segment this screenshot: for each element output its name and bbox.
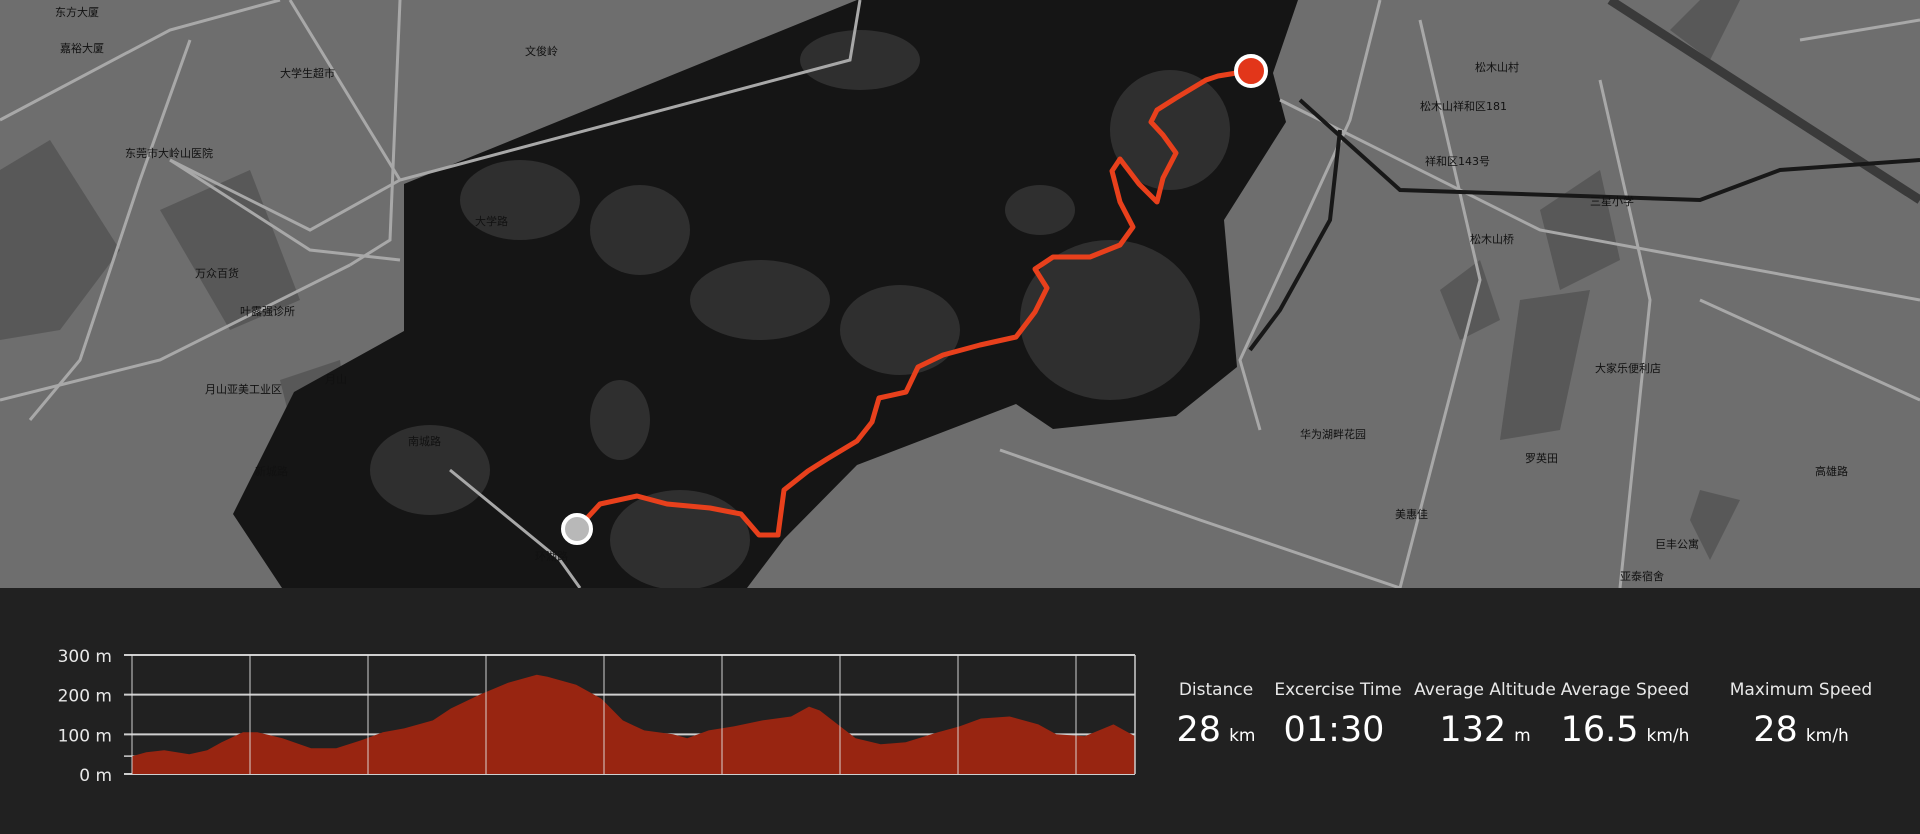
- map-label: 松木山祥和区181: [1420, 99, 1507, 113]
- stat-number: 28: [1753, 710, 1798, 750]
- stat-number: 132: [1439, 710, 1507, 750]
- map-label: 大学路: [475, 214, 508, 228]
- elevation-chart: 300 m 200 m 100 m 0 m: [58, 647, 1136, 786]
- y-tick-label: 0 m: [79, 766, 112, 786]
- stat-number: 28: [1176, 710, 1222, 750]
- summary-panel: 300 m 200 m 100 m 0 m Distance 28 km Excercise…: [0, 588, 1920, 834]
- stat-label: Excercise Time: [1274, 680, 1402, 700]
- map-label: 东方大厦: [55, 5, 99, 19]
- stat-label: Maximum Speed: [1729, 680, 1873, 700]
- y-tick-label: 100 m: [58, 726, 112, 746]
- stat-number: 16.5: [1560, 710, 1639, 750]
- map-label: 大家乐便利店: [1595, 361, 1661, 375]
- y-tick-label: 200 m: [58, 687, 112, 707]
- stat-average-speed: Average Speed 16.5 km/h: [1561, 680, 1690, 750]
- map-label: 巨丰公寓: [1655, 537, 1699, 551]
- stat-value: 132 m: [1414, 710, 1556, 750]
- stat-label: Distance: [1178, 680, 1254, 700]
- stat-unit: m: [1514, 726, 1531, 746]
- stat-distance: Distance 28 km: [1177, 680, 1256, 750]
- map-label: 松木山村: [1475, 60, 1519, 74]
- map-label: 环湖路: [535, 550, 568, 563]
- stat-label: Average Speed: [1560, 680, 1690, 700]
- map-label: 月山亚美工业区: [205, 383, 282, 396]
- stat-value: 28 km: [1177, 710, 1256, 750]
- start-marker[interactable]: [561, 513, 593, 545]
- rail-branch: [1248, 129, 1342, 352]
- map-label: 亚泰宿舍: [1620, 569, 1664, 583]
- stat-label: Average Altitude: [1414, 680, 1556, 700]
- stat-average-altitude: Average Altitude 132 m: [1414, 680, 1556, 750]
- stat-value: 01:30: [1274, 710, 1401, 750]
- end-marker[interactable]: [1234, 54, 1268, 88]
- stat-unit: km/h: [1805, 726, 1849, 746]
- stat-maximum-speed: Maximum Speed 28 km/h: [1730, 680, 1872, 750]
- rail-line: [1298, 98, 1920, 203]
- expressway: [1607, 0, 1920, 204]
- map-label: 南城路: [408, 435, 441, 448]
- map-label: 华为湖畔花园: [1300, 427, 1366, 441]
- map-label: 万众百货: [195, 266, 239, 280]
- map-label: 罗英田: [1525, 451, 1558, 465]
- stat-excercise-time: Excercise Time 01:30: [1274, 680, 1401, 750]
- map-label: 美惠佳: [1395, 507, 1428, 521]
- stat-value: 28 km/h: [1730, 710, 1872, 750]
- y-tick-label: 300 m: [58, 647, 112, 667]
- map-label: 祥和区143号: [1425, 154, 1490, 168]
- route-line: [574, 68, 1252, 538]
- map-roads: [0, 0, 1920, 590]
- map-label: 大学生超市: [280, 66, 335, 80]
- map-label: 东莞市大岭山医院: [125, 146, 213, 160]
- lake-islands: [370, 30, 1230, 590]
- map-label: 松木山桥: [1470, 232, 1514, 246]
- map-label: 新城路: [255, 464, 288, 478]
- map-label: 嘉裕大厦: [60, 41, 104, 55]
- stat-unit: km: [1229, 726, 1256, 746]
- map-label: 高雄路: [1815, 464, 1848, 478]
- elevation-area: [132, 674, 1135, 774]
- stat-value: 16.5 km/h: [1561, 710, 1690, 750]
- stat-number: 01:30: [1283, 710, 1385, 750]
- map-label: 文俊岭: [525, 44, 558, 58]
- route-map[interactable]: 东方大厦嘉裕大厦东莞市大岭山医院 大学生超市 文俊岭万众百货叶露强诊所月山亚美工业区…: [0, 0, 1920, 590]
- stat-unit: km/h: [1646, 726, 1690, 746]
- map-label: 月山: [325, 373, 347, 386]
- map-label: 三星小学: [1590, 194, 1634, 208]
- map-label: 叶露强诊所: [240, 304, 295, 318]
